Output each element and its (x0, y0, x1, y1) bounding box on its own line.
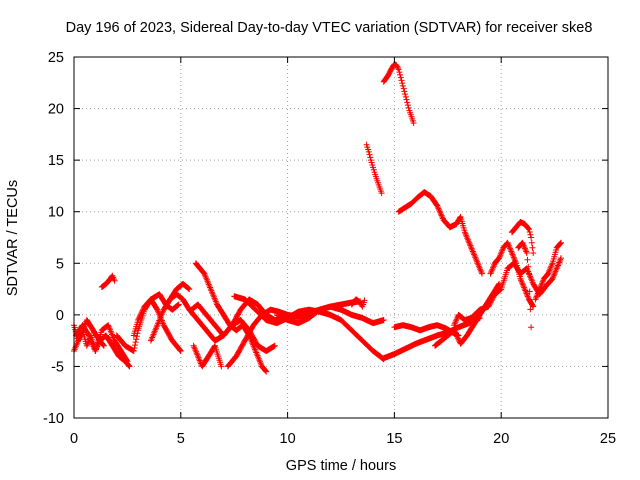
y-tick-label: 15 (48, 153, 64, 169)
grid (74, 57, 608, 418)
y-axis-label: SDTVAR / TECUs (5, 180, 21, 296)
series-markers (190, 342, 225, 370)
x-tick-label: 20 (493, 431, 509, 447)
y-tick-label: 0 (56, 308, 64, 324)
plot-frame (73, 56, 609, 419)
x-tick-label: 15 (386, 431, 402, 447)
series-s03 (73, 322, 131, 365)
series-markers (167, 291, 278, 354)
series-markers (363, 141, 385, 197)
series-s23 (487, 239, 537, 310)
series-markers (451, 255, 564, 329)
series-markers (192, 260, 270, 375)
x-tick-label: 0 (70, 431, 78, 447)
series-s17 (380, 61, 417, 126)
series-markers (508, 219, 537, 256)
series-s25 (515, 239, 535, 331)
series-s08 (167, 291, 278, 354)
y-tick-label: 20 (48, 102, 64, 118)
series-s24 (508, 219, 537, 256)
x-axis-label: GPS time / hours (286, 458, 396, 474)
series-s26 (532, 239, 564, 303)
series-markers (487, 239, 537, 310)
series-s09 (192, 260, 270, 375)
y-tick-label: -5 (51, 359, 64, 375)
series-s15 (348, 296, 368, 310)
series-s14 (273, 303, 387, 327)
axis-ticks: 0 5 10 15 20 25 -10 -5 0 5 10 15 20 25 (43, 50, 616, 447)
data-points (71, 61, 564, 375)
x-tick-label: 25 (600, 431, 616, 447)
chart-title: Day 196 of 2023, Sidereal Day-to-day VTE… (66, 20, 593, 36)
series-markers (98, 272, 118, 290)
series-markers (395, 189, 485, 277)
x-tick-label: 10 (280, 431, 296, 447)
series-markers (273, 303, 387, 327)
y-tick-label: 5 (56, 256, 64, 272)
series-s04 (98, 272, 118, 290)
series-markers (532, 239, 564, 303)
series-s20 (395, 189, 485, 277)
series-s11 (190, 342, 225, 370)
y-tick-label: 10 (48, 205, 64, 221)
series-markers (380, 61, 417, 126)
series-markers (515, 239, 535, 331)
series-s16 (363, 141, 385, 197)
y-tick-label: 25 (48, 50, 64, 66)
x-tick-label: 5 (177, 431, 185, 447)
y-tick-label: -10 (43, 411, 64, 427)
series-s22 (451, 255, 564, 329)
series-markers (73, 322, 131, 365)
series-markers (348, 296, 368, 310)
